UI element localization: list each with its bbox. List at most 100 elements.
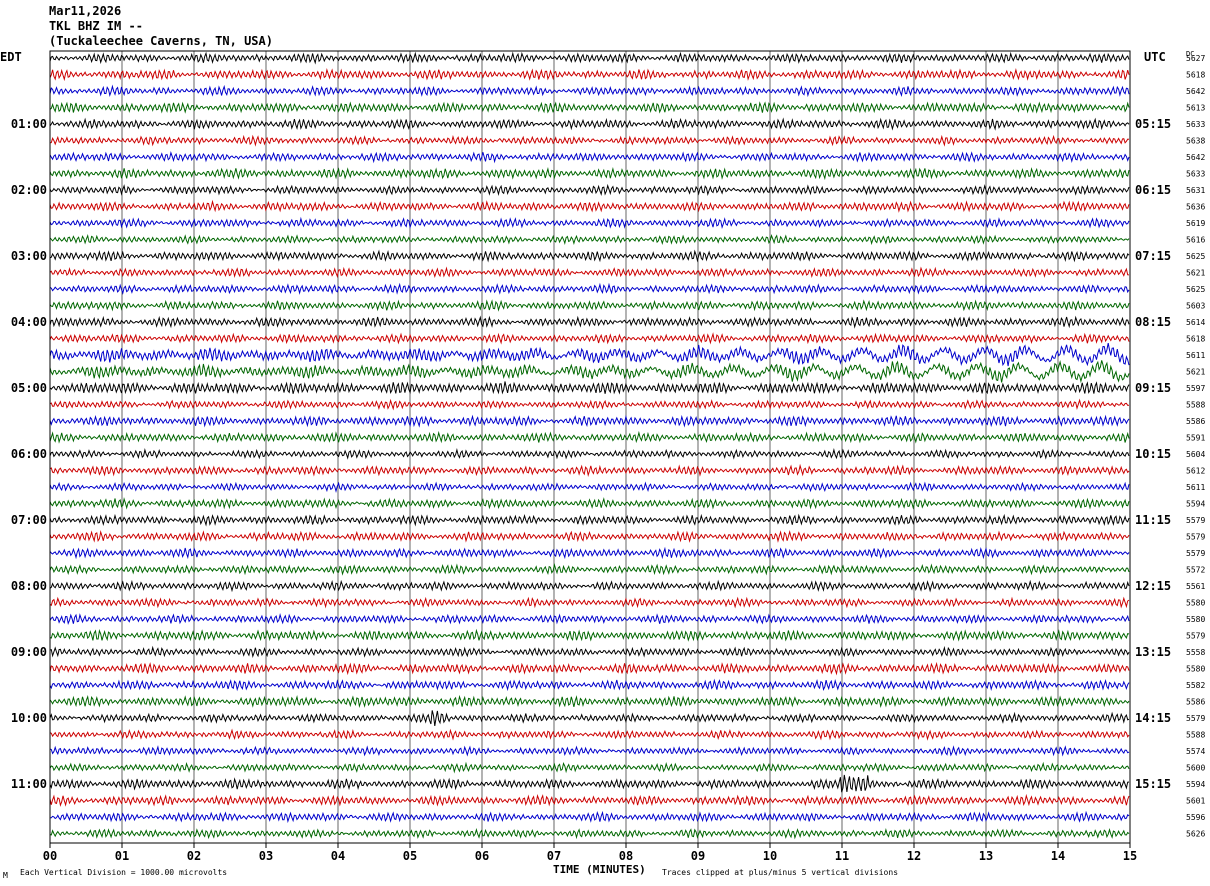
dc-offset-row-28: 5594 (1186, 500, 1205, 509)
trace-row-9 (49, 183, 1130, 197)
right-hour-label-6: 10:15 (1135, 447, 1171, 461)
trace-row-38 (49, 661, 1130, 676)
dc-offset-row-23: 5586 (1186, 417, 1205, 426)
left-hour-label-1: 01:00 (11, 117, 47, 131)
trace-row-28 (49, 497, 1130, 510)
left-hour-label-5: 05:00 (11, 381, 47, 395)
x-axis-title: TIME (MINUTES) (553, 863, 646, 876)
trace-row-1 (49, 51, 1130, 65)
x-tick-label-07: 07 (547, 849, 561, 863)
right-hour-label-9: 13:15 (1135, 645, 1171, 659)
trace-row-8 (49, 166, 1130, 181)
dc-offset-row-47: 5596 (1186, 813, 1205, 822)
dc-offset-row-41: 5579 (1186, 714, 1205, 723)
trace-row-21 (49, 381, 1130, 395)
trace-row-25 (49, 448, 1130, 460)
trace-row-14 (49, 266, 1130, 279)
x-tick-label-10: 10 (763, 849, 777, 863)
trace-row-3 (49, 84, 1130, 98)
left-timezone-label: EDT (0, 50, 22, 64)
dc-offset-row-1: 5627 (1186, 54, 1205, 63)
dc-offset-row-12: 5616 (1186, 236, 1205, 245)
dc-offset-row-3: 5642 (1186, 87, 1205, 96)
trace-row-17 (49, 315, 1130, 329)
plot-border (49, 50, 1131, 844)
header-station: TKL BHZ IM -- (49, 19, 143, 33)
trace-row-48 (49, 827, 1130, 840)
x-tick-label-09: 09 (691, 849, 705, 863)
left-hour-label-11: 11:00 (11, 777, 47, 791)
x-tick-label-04: 04 (331, 849, 345, 863)
right-hour-labels: 05:15 06:15 07:15 08:15 09:15 10:15 11:15 12:15… (1135, 117, 1171, 791)
minute-gridlines (121, 51, 1059, 843)
clip-note: Traces clipped at plus/minus 5 vertical … (662, 868, 899, 877)
trace-row-23 (49, 414, 1130, 428)
trace-row-44 (49, 761, 1130, 774)
trace-row-43 (49, 745, 1130, 757)
dc-offset-row-26: 5612 (1186, 467, 1205, 476)
x-tick-label-01: 01 (115, 849, 129, 863)
trace-row-35 (49, 612, 1130, 625)
left-hour-label-6: 06:00 (11, 447, 47, 461)
dc-offset-row-6: 5638 (1186, 137, 1205, 146)
trace-row-19 (49, 343, 1130, 367)
dc-offset-row-35: 5580 (1186, 615, 1205, 624)
dc-offset-row-25: 5604 (1186, 450, 1205, 459)
dc-offset-labels: 5627 5618 5642 5613 5633 5638 5642 5633 5631 5636… (1186, 54, 1205, 839)
x-tick-label-02: 02 (187, 849, 201, 863)
dc-offset-row-20: 5621 (1186, 368, 1205, 377)
trace-row-34 (49, 596, 1130, 609)
trace-row-6 (49, 134, 1130, 147)
dc-offset-row-46: 5601 (1186, 797, 1205, 806)
dc-offset-row-4: 5613 (1186, 104, 1205, 113)
dc-offset-row-38: 5580 (1186, 665, 1205, 674)
dc-offset-row-11: 5619 (1186, 219, 1205, 228)
dc-offset-row-34: 5580 (1186, 599, 1205, 608)
trace-group (49, 51, 1130, 840)
x-tick-label-08: 08 (619, 849, 633, 863)
corner-mark: M (3, 871, 8, 880)
dc-offset-row-29: 5579 (1186, 516, 1205, 525)
trace-row-22 (49, 398, 1130, 411)
right-hour-label-1: 05:15 (1135, 117, 1171, 131)
right-hour-label-2: 06:15 (1135, 183, 1171, 197)
dc-offset-row-27: 5611 (1186, 483, 1205, 492)
trace-row-20 (49, 360, 1130, 384)
dc-offset-row-9: 5631 (1186, 186, 1205, 195)
trace-row-7 (49, 151, 1130, 164)
x-tick-label-00: 00 (43, 849, 57, 863)
dc-offset-row-32: 5572 (1186, 566, 1205, 575)
left-hour-label-4: 04:00 (11, 315, 47, 329)
dc-offset-row-42: 5588 (1186, 731, 1205, 740)
dc-offset-row-19: 5611 (1186, 351, 1205, 360)
right-hour-label-4: 08:15 (1135, 315, 1171, 329)
left-hour-label-2: 02:00 (11, 183, 47, 197)
x-tick-labels: 00 01 02 03 04 05 06 07 08 09 10 11 12 13 14 15 (43, 849, 1137, 863)
x-tick-label-12: 12 (907, 849, 921, 863)
right-timezone-label: UTC (1144, 50, 1166, 64)
dc-offset-row-22: 5588 (1186, 401, 1205, 410)
dc-offset-row-10: 5636 (1186, 203, 1205, 212)
x-tick-label-13: 13 (979, 849, 993, 863)
left-hour-label-3: 03:00 (11, 249, 47, 263)
dc-offset-row-31: 5579 (1186, 549, 1205, 558)
dc-offset-row-5: 5633 (1186, 120, 1205, 129)
trace-row-2 (49, 67, 1130, 82)
right-hour-label-7: 11:15 (1135, 513, 1171, 527)
right-hour-label-5: 09:15 (1135, 381, 1171, 395)
trace-row-10 (49, 199, 1130, 213)
plot-frame (49, 50, 1131, 848)
dc-header-label: DC (1186, 50, 1195, 58)
trace-row-39 (49, 678, 1130, 692)
left-hour-label-9: 09:00 (11, 645, 47, 659)
trace-row-40 (49, 694, 1130, 709)
trace-row-24 (49, 430, 1130, 444)
dc-offset-row-16: 5603 (1186, 302, 1205, 311)
trace-row-13 (49, 249, 1130, 263)
dc-offset-row-8: 5633 (1186, 170, 1205, 179)
left-hour-label-10: 10:00 (11, 711, 47, 725)
trace-row-26 (49, 463, 1130, 477)
left-hour-labels: 01:00 02:00 03:00 04:00 05:00 06:00 07:00 08:00… (11, 117, 47, 791)
right-hour-label-11: 15:15 (1135, 777, 1171, 791)
dc-offset-row-24: 5591 (1186, 434, 1205, 443)
